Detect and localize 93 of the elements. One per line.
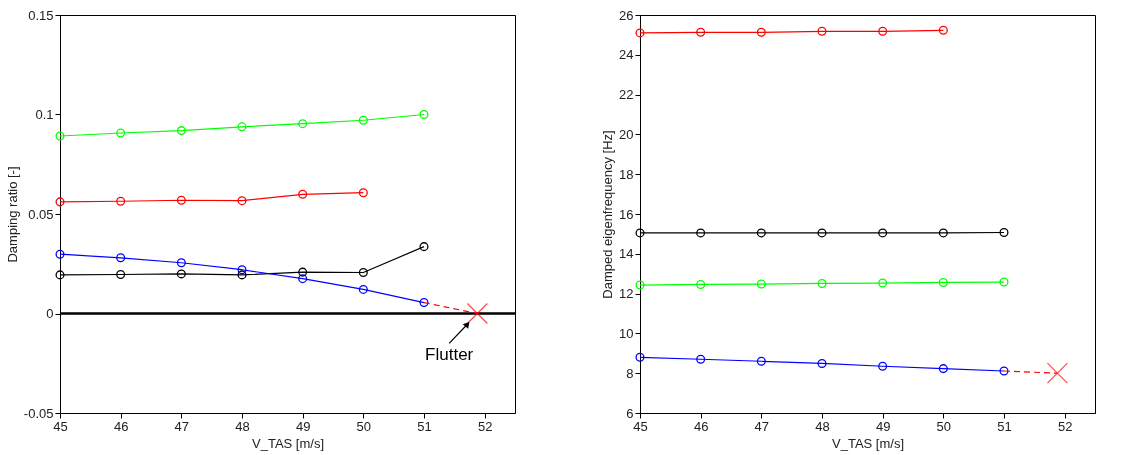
point xyxy=(999,227,1009,238)
x-tick-label: 45 xyxy=(53,418,68,434)
x-axis-title: V_TAS [m/s] xyxy=(252,435,324,451)
point xyxy=(298,119,308,129)
point xyxy=(635,352,645,362)
x-tick-label: 47 xyxy=(754,418,770,434)
point xyxy=(358,115,368,125)
point xyxy=(55,197,65,207)
point xyxy=(817,278,827,288)
point xyxy=(696,354,706,364)
x-tick-label: 52 xyxy=(477,418,493,434)
y-tick-label: 26 xyxy=(619,7,634,23)
x-tick-label: 46 xyxy=(113,418,129,434)
point xyxy=(696,228,706,238)
point xyxy=(999,277,1009,287)
point xyxy=(55,249,65,259)
point xyxy=(358,188,368,198)
point xyxy=(635,28,645,38)
point xyxy=(176,195,186,205)
y-tick-label: 24 xyxy=(619,47,634,63)
point xyxy=(938,25,948,35)
point xyxy=(116,253,126,263)
point xyxy=(176,258,186,268)
point xyxy=(358,284,368,294)
point xyxy=(116,269,126,280)
point xyxy=(176,126,186,136)
point xyxy=(419,109,429,120)
y-tick-label: 14 xyxy=(619,246,634,262)
y-tick-label: 8 xyxy=(626,365,634,381)
x-tick-label: 49 xyxy=(295,418,311,434)
x-tick-label: 48 xyxy=(815,418,830,434)
point xyxy=(237,122,247,132)
y-tick-label: 22 xyxy=(619,87,634,103)
point xyxy=(419,242,429,252)
x-tick-label: 51 xyxy=(997,418,1012,434)
point xyxy=(756,356,766,366)
point xyxy=(298,267,308,277)
point xyxy=(237,265,247,275)
x-tick-label: 51 xyxy=(417,418,432,434)
x-tick-label: 50 xyxy=(936,418,952,434)
point xyxy=(419,298,429,308)
y-tick-label: 0.1 xyxy=(35,107,54,122)
point xyxy=(696,279,706,289)
x-tick-label: 49 xyxy=(875,418,891,434)
y-tick-label: 20 xyxy=(619,126,634,142)
point xyxy=(635,280,645,290)
point xyxy=(999,366,1009,376)
point xyxy=(298,189,308,199)
point xyxy=(358,267,368,278)
y-tick-label: 16 xyxy=(619,206,634,222)
y-axis-title: Damped eigenfrequency [Hz] xyxy=(600,130,616,299)
annotation: Flutter xyxy=(425,345,474,365)
y-tick-label: -0.05 xyxy=(23,405,54,421)
x-tick-label: 46 xyxy=(693,418,709,434)
point xyxy=(116,196,126,206)
point xyxy=(817,26,827,36)
point xyxy=(817,228,827,238)
y-tick-label: 0.05 xyxy=(28,206,54,222)
point xyxy=(938,277,948,287)
x-tick-label: 45 xyxy=(633,418,648,434)
point xyxy=(756,228,766,238)
point xyxy=(635,228,645,238)
y-axis-title: Damping ratio [-] xyxy=(4,166,20,263)
x-tick-label: 52 xyxy=(1057,418,1073,434)
x-tick-label: 48 xyxy=(235,418,250,434)
point xyxy=(55,270,65,280)
point xyxy=(298,274,308,284)
y-tick-label: 6 xyxy=(626,405,634,421)
point xyxy=(116,128,126,138)
point xyxy=(756,279,766,289)
point xyxy=(55,131,65,141)
point xyxy=(878,361,888,371)
point xyxy=(878,26,888,36)
x-tick-label: 50 xyxy=(356,418,372,434)
point xyxy=(237,196,247,206)
point xyxy=(237,270,247,280)
x-axis-title: V_TAS [m/s] xyxy=(832,435,904,451)
y-tick-label: 0.15 xyxy=(28,7,54,23)
point xyxy=(756,27,766,37)
point xyxy=(466,302,488,325)
y-tick-label: 18 xyxy=(619,166,634,182)
x-tick-label: 47 xyxy=(174,418,190,434)
y-tick-label: 10 xyxy=(619,325,634,341)
y-tick-label: 12 xyxy=(619,286,634,302)
point xyxy=(938,228,948,238)
point xyxy=(878,228,888,238)
point xyxy=(878,278,888,288)
point xyxy=(176,269,186,279)
point xyxy=(938,364,948,374)
y-tick-label: 0 xyxy=(46,306,54,321)
point xyxy=(817,358,827,368)
point xyxy=(696,27,706,37)
point xyxy=(1046,362,1068,384)
